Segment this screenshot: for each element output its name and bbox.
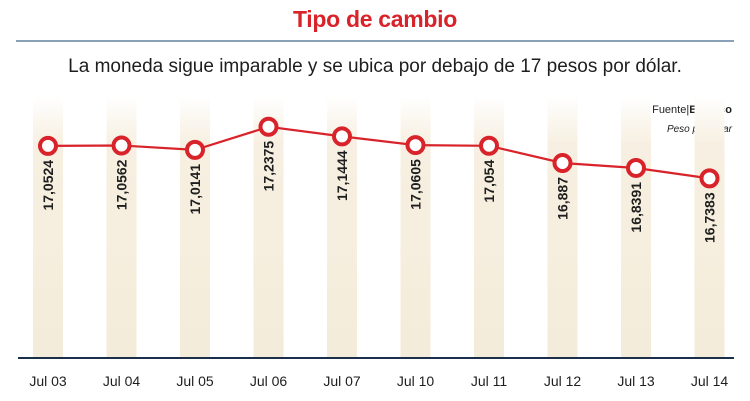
x-axis-labels: Jul 03 Jul 04 Jul 05 Jul 06 Jul 07 Jul 10 Jul … (29, 373, 728, 389)
series-line (47, 125, 710, 180)
data-label: 16,8391 (628, 182, 644, 233)
data-point (185, 139, 205, 160)
column-7 (547, 96, 578, 358)
column-1 (106, 96, 137, 358)
data-point (626, 157, 646, 178)
background-columns (33, 96, 725, 358)
column-6 (474, 96, 504, 358)
x-tick-label: Jul 07 (323, 373, 361, 389)
column-9 (694, 96, 725, 358)
x-tick-label: Jul 03 (29, 373, 67, 389)
data-point (479, 135, 499, 156)
data-label: 17,2375 (261, 141, 277, 192)
chart-subtitle: La moneda sigue imparable y se ubica por… (68, 56, 682, 77)
value-labels: 17,0524 17,0562 17,0141 17,2375 17,1444 17,06… (40, 141, 718, 243)
column-3 (253, 96, 284, 358)
x-tick-label: Jul 13 (617, 373, 655, 389)
data-label: 17,1444 (334, 150, 350, 201)
title-divider (16, 40, 734, 42)
data-markers (38, 116, 720, 189)
data-point (38, 135, 58, 156)
x-tick-label: Jul 12 (544, 373, 582, 389)
chart-title: Tipo de cambio (292, 6, 458, 32)
data-label: 17,0141 (187, 164, 203, 215)
data-point (111, 135, 132, 156)
x-tick-label: Jul 06 (250, 373, 288, 389)
data-point (258, 116, 279, 137)
x-tick-label: Jul 04 (103, 373, 141, 389)
data-label: 17,0605 (408, 159, 424, 210)
x-tick-label: Jul 11 (471, 373, 508, 389)
data-label: 17,054 (481, 160, 497, 203)
data-point (332, 126, 352, 147)
x-tick-label: Jul 14 (691, 373, 729, 389)
data-label: 17,0524 (40, 160, 56, 211)
column-0 (33, 96, 63, 358)
x-tick-label: Jul 10 (397, 373, 435, 389)
data-label: 16,887 (555, 177, 571, 220)
data-label: 17,0562 (114, 159, 130, 210)
data-point (699, 168, 720, 189)
data-label: 16,7383 (702, 192, 718, 243)
data-point (405, 135, 426, 156)
data-point (552, 153, 573, 174)
column-8 (621, 96, 651, 358)
x-tick-label: Jul 05 (176, 373, 214, 389)
source-label: Fuente| (652, 104, 690, 116)
column-2 (180, 96, 210, 358)
